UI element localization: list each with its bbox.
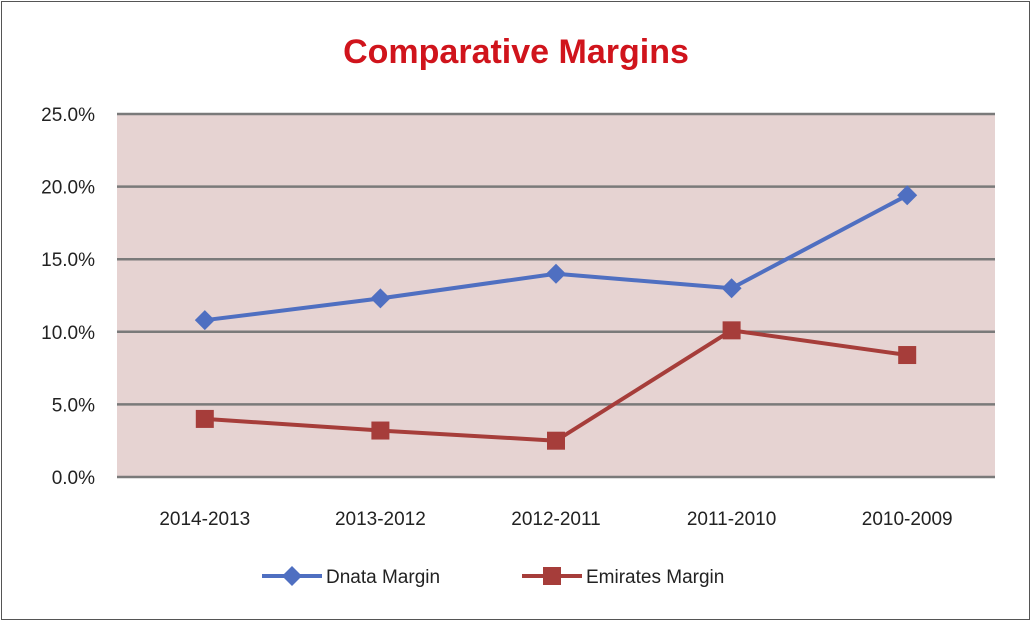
data-point	[897, 185, 918, 206]
y-tick-label: 5.0%	[52, 395, 95, 416]
data-point	[195, 409, 214, 428]
data-point	[898, 346, 917, 365]
x-tick-label: 2013-2012	[335, 509, 426, 530]
data-point	[547, 431, 565, 450]
legend-item: Emirates Margin	[522, 567, 724, 588]
y-tick-label: 15.0%	[41, 250, 95, 271]
x-tick-label: 2011-2010	[687, 509, 776, 530]
data-point	[371, 421, 390, 440]
y-tick-label: 25.0%	[41, 105, 95, 126]
x-tick-label: 2010-2009	[862, 509, 953, 530]
data-point	[546, 263, 566, 284]
data-point	[370, 288, 391, 309]
y-tick-label: 10.0%	[41, 323, 95, 344]
legend-marker	[543, 567, 561, 585]
legend-label: Dnata Margin	[326, 567, 440, 588]
data-point	[722, 321, 741, 340]
y-tick-label: 0.0%	[52, 468, 95, 489]
y-tick-label: 20.0%	[41, 178, 95, 199]
legend-marker	[282, 566, 302, 586]
chart-title: Comparative Margins	[343, 33, 689, 71]
legend-item: Dnata Margin	[262, 566, 440, 588]
x-tick-label: 2014-2013	[159, 509, 250, 530]
legend-label: Emirates Margin	[586, 567, 724, 588]
x-tick-label: 2012-2011	[511, 509, 600, 530]
data-point	[721, 278, 742, 299]
data-point	[194, 310, 215, 331]
plot-area	[117, 114, 995, 477]
